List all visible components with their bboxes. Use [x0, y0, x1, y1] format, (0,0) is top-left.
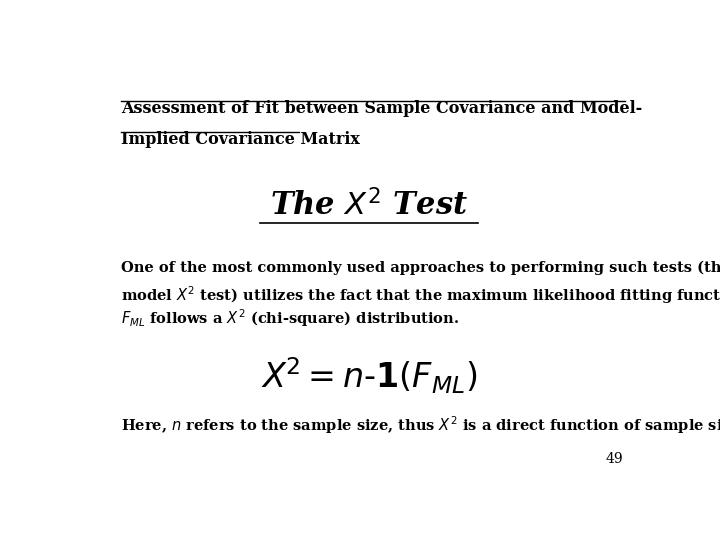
Text: The $X^2$ Test: The $X^2$ Test	[270, 190, 468, 222]
Text: $\mathbf{\mathit{X}}^2 = \mathbf{\mathit{n}}\text{-}\mathbf{1}(\mathbf{\mathit{F: $\mathbf{\mathit{X}}^2 = \mathbf{\mathit…	[261, 356, 477, 396]
Text: One of the most commonly used approaches to performing such tests (the: One of the most commonly used approaches…	[121, 260, 720, 275]
Text: model $X^2$ test) utilizes the fact that the maximum likelihood fitting function: model $X^2$ test) utilizes the fact that…	[121, 284, 720, 306]
Text: Here, $n$ refers to the sample size, thus $X^2$ is a direct function of sample s: Here, $n$ refers to the sample size, thu…	[121, 414, 720, 436]
Text: Assessment of Fit between Sample Covariance and Model-: Assessment of Fit between Sample Covaria…	[121, 100, 642, 117]
Text: $F_{ML}$ follows a $X^2$ (chi-square) distribution.: $F_{ML}$ follows a $X^2$ (chi-square) di…	[121, 308, 459, 329]
Text: Implied Covariance Matrix: Implied Covariance Matrix	[121, 131, 359, 148]
Text: 49: 49	[606, 452, 623, 466]
